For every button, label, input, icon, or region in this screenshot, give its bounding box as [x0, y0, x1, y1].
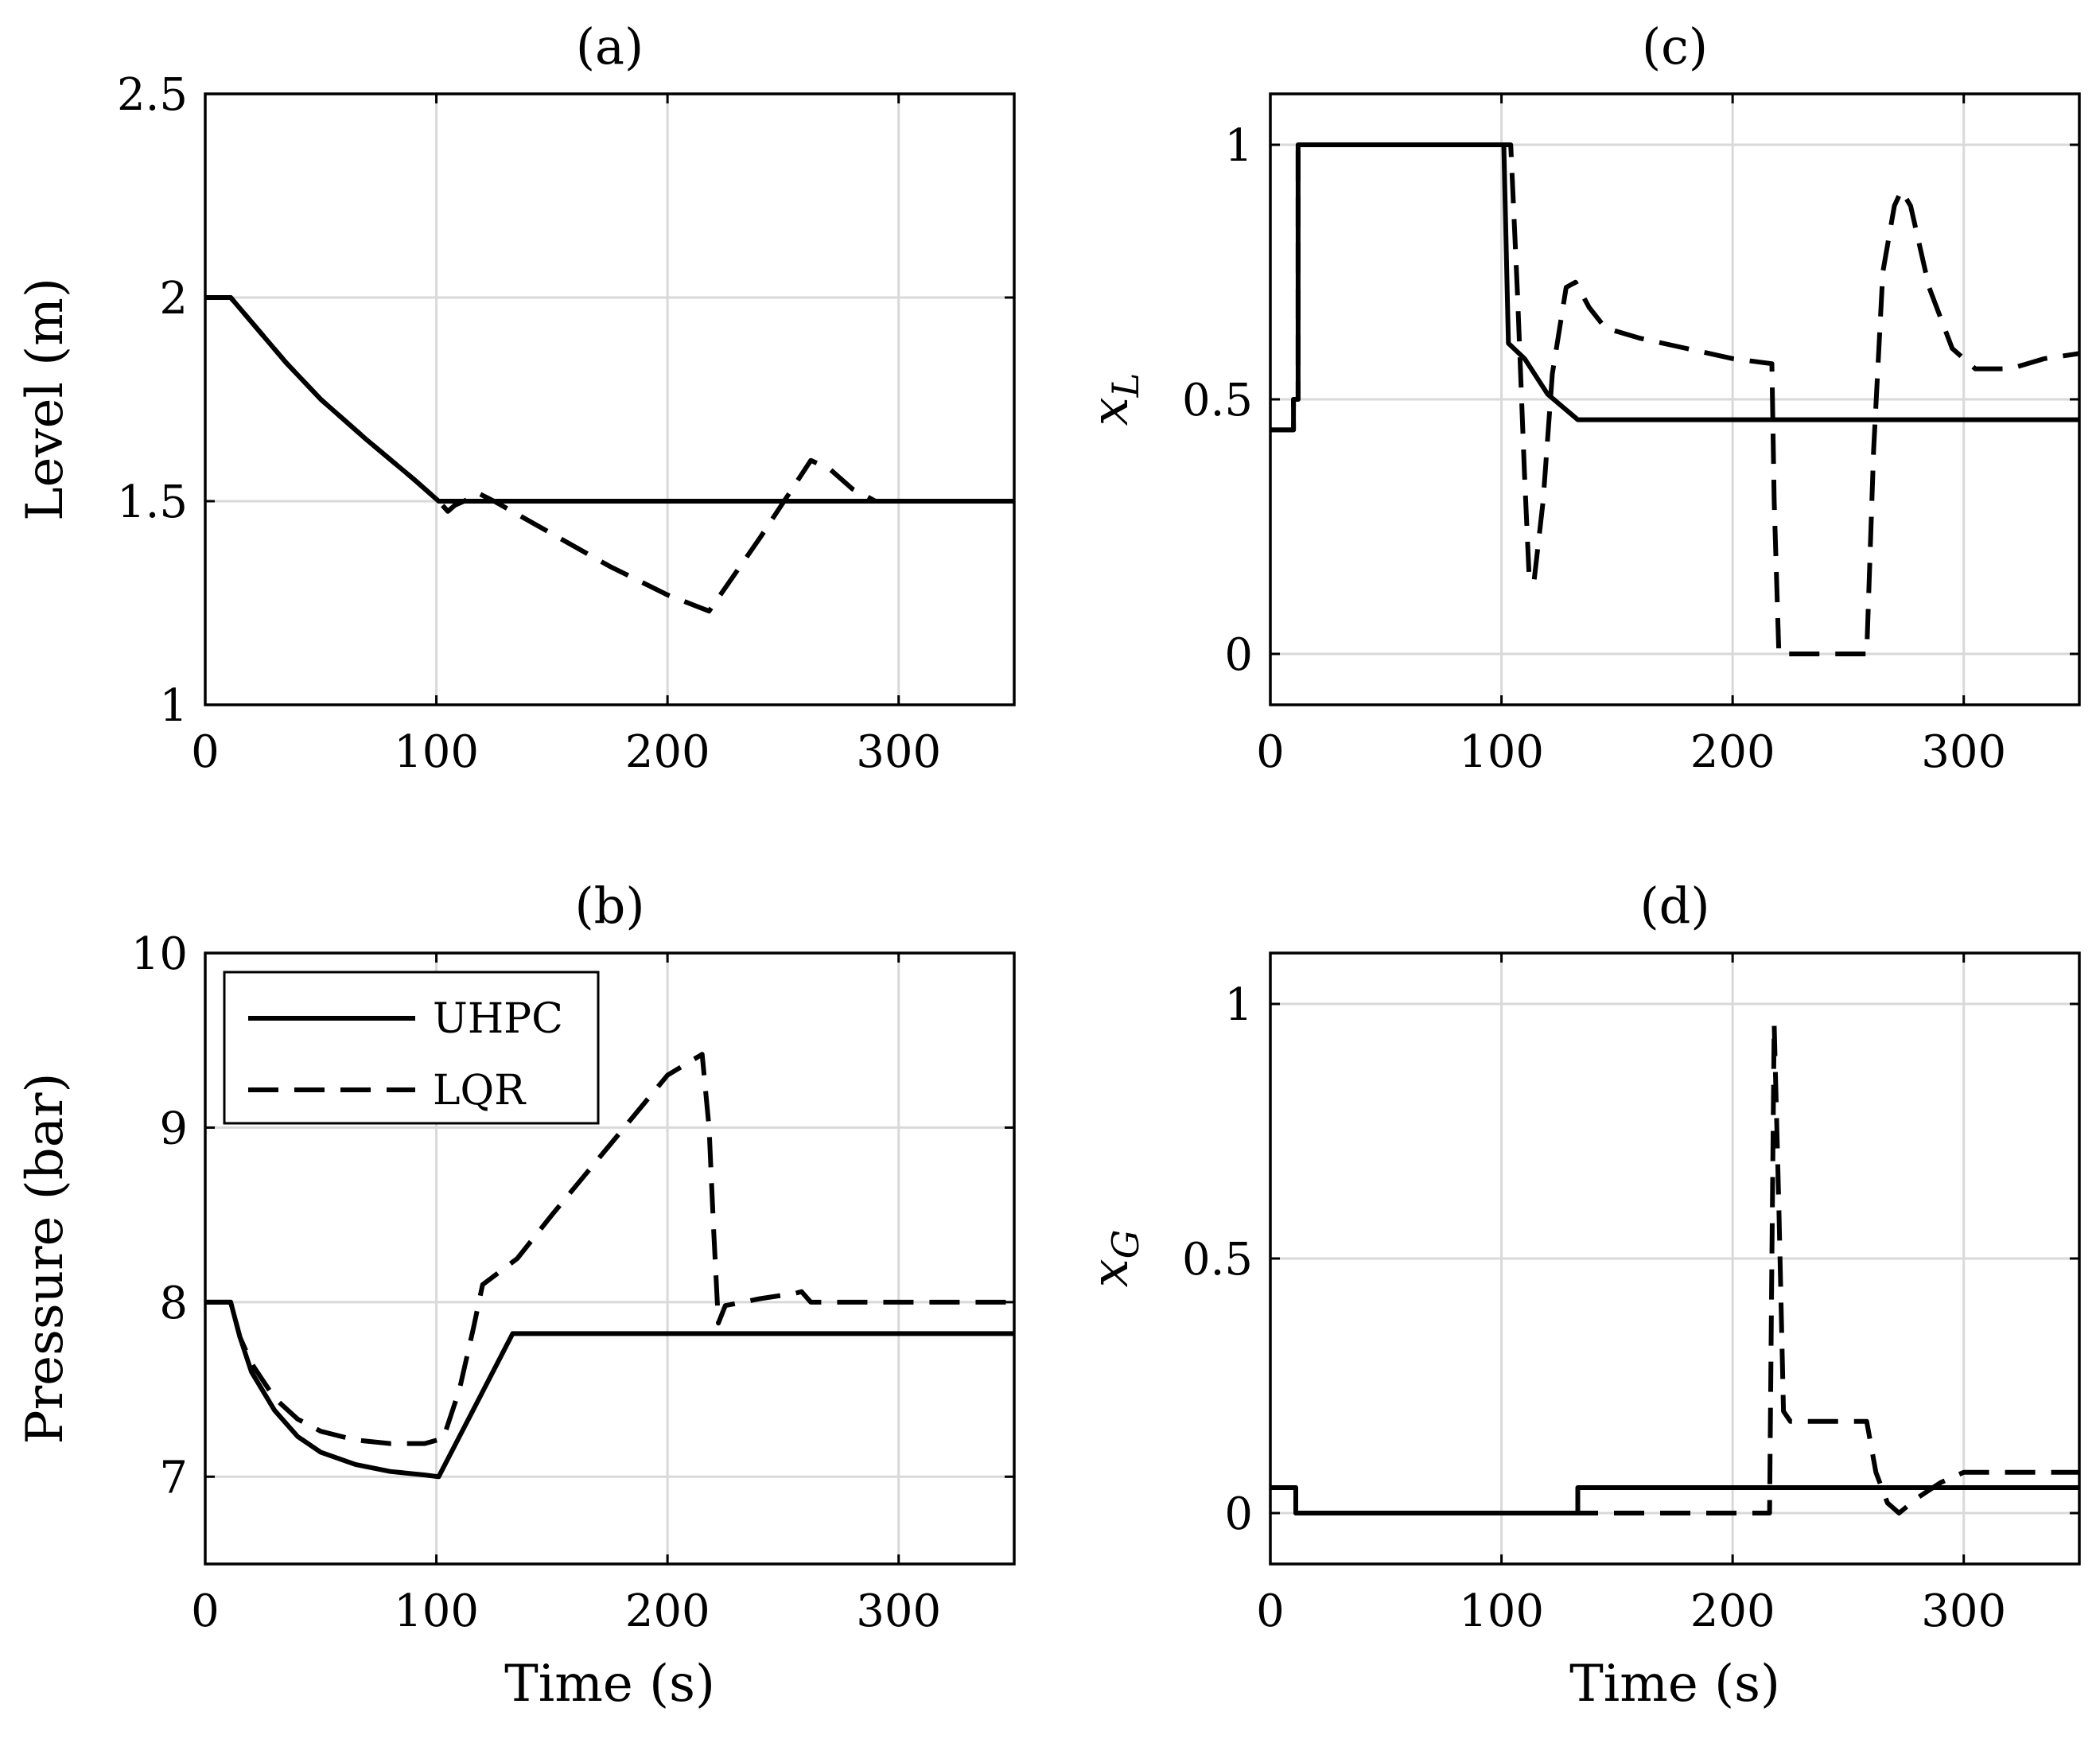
- y-tick-label: 1: [159, 680, 188, 732]
- panel-title: (c): [1642, 18, 1708, 76]
- x-tick-label: 100: [1459, 726, 1544, 778]
- x-tick-label: 200: [1690, 1585, 1775, 1637]
- legend-box: [223, 971, 600, 1125]
- panel-c: 0 100 200 300 0 0.5 1 (c) xL: [1081, 18, 2081, 778]
- panel-title: (b): [574, 877, 644, 935]
- x-tick-label: 200: [625, 726, 710, 778]
- x-tick-label: 300: [856, 726, 941, 778]
- y-tick-label: 0.5: [1182, 1234, 1253, 1286]
- y-tick-label: 1: [1224, 120, 1253, 172]
- y-axis-label: Pressure (bar): [16, 1073, 75, 1445]
- x-tick-label: 0: [1256, 726, 1285, 778]
- x-tick-label: 300: [1921, 1585, 2006, 1637]
- panel-a: 0 100 200 300 1 1.5 2 2.5 (a) Level (m): [16, 18, 1016, 778]
- y-tick-label: 7: [159, 1452, 188, 1504]
- axes-frame: [204, 951, 1016, 1566]
- series-uhpc-line: [205, 1299, 1014, 1480]
- series-lqr-line: [1270, 1021, 2079, 1515]
- y-tick-label: 9: [159, 1103, 188, 1154]
- panel-title: (d): [1639, 877, 1709, 935]
- y-tick-label: 2.5: [117, 69, 188, 121]
- x-tick-label: 0: [191, 726, 220, 778]
- y-tick-label: 10: [131, 928, 188, 980]
- y-tick-label: 1: [1224, 979, 1253, 1031]
- series-lqr-line: [1270, 142, 2080, 656]
- x-tick-label: 0: [1256, 1585, 1285, 1637]
- series-lqr-line: [205, 1052, 1014, 1446]
- x-tick-label: 0: [191, 1585, 220, 1637]
- y-axis-label: xL: [1081, 373, 1147, 426]
- y-tick-label: 1.5: [117, 477, 188, 528]
- y-tick-label: 0: [1224, 1488, 1253, 1540]
- x-tick-label: 100: [394, 726, 479, 778]
- y-tick-label: 0: [1224, 629, 1253, 681]
- panel-d: 0 100 200 300 0 0.5 1 (d) Time (s) xG: [1081, 877, 2081, 1714]
- x-tick-label: 100: [1459, 1585, 1544, 1637]
- series-uhpc-line: [205, 295, 1014, 504]
- x-axis-label: Time (s): [1569, 1655, 1780, 1714]
- x-tick-label: 200: [1690, 726, 1775, 778]
- x-tick-label: 300: [856, 1585, 941, 1637]
- series-uhpc-line: [1270, 142, 2079, 433]
- y-tick-label: 8: [159, 1278, 188, 1329]
- legend-label-lqr: LQR: [433, 1067, 527, 1115]
- y-tick-label: 0.5: [1182, 375, 1253, 426]
- panel-b: 0 100 200 300 7 8 9 10 (b) Time (s) Pressure (bar)…: [16, 877, 1016, 1714]
- y-axis-label: Level (m): [16, 278, 75, 521]
- x-tick-label: 200: [625, 1585, 710, 1637]
- y-axis-label: xG: [1081, 1230, 1147, 1288]
- legend: UHPC LQR: [223, 971, 600, 1125]
- panel-title: (a): [576, 18, 644, 76]
- x-tick-label: 100: [394, 1585, 479, 1637]
- series-uhpc-line: [1270, 1485, 2079, 1515]
- series-lqr-line: [205, 295, 1014, 614]
- x-tick-label: 300: [1921, 726, 2006, 778]
- y-tick-label: 2: [159, 273, 188, 325]
- x-axis-label: Time (s): [504, 1655, 715, 1714]
- axes-frame: [204, 92, 1016, 706]
- legend-label-uhpc: UHPC: [433, 995, 563, 1043]
